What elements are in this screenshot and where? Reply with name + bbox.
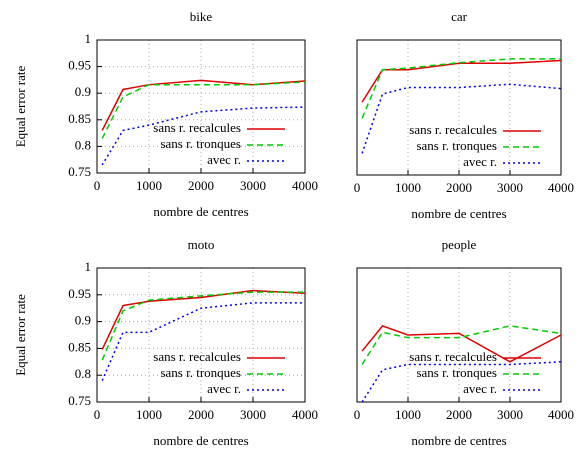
series-line — [101, 289, 306, 350]
x-tick-label: 0 — [354, 407, 361, 422]
y-tick-label: 0.95 — [68, 286, 91, 301]
legend-label: sans r. tronques — [160, 365, 241, 380]
legend-label: sans r. recalcules — [409, 349, 497, 364]
series-line — [101, 106, 306, 166]
series-line — [101, 79, 306, 131]
y-tick-label: 0.9 — [75, 84, 91, 99]
x-tick-label: 4000 — [548, 180, 574, 195]
series-line — [101, 302, 305, 381]
legend-label: avec r. — [463, 381, 497, 396]
plot-frame — [96, 39, 306, 174]
series-line — [101, 291, 305, 361]
x-tick-label: 3000 — [240, 178, 266, 193]
x-tick-label: 1000 — [136, 178, 162, 193]
legend-label: sans r. recalcules — [153, 120, 241, 135]
x-tick-label: 3000 — [497, 407, 523, 422]
series-line — [361, 361, 562, 403]
y-tick-label: 0.8 — [75, 366, 91, 381]
plot-frame — [356, 39, 562, 176]
x-tick-label: 1000 — [395, 407, 421, 422]
plot-frame — [96, 267, 306, 403]
x-tick-label: 2000 — [446, 407, 472, 422]
y-tick-label: 0.75 — [68, 393, 91, 408]
y-tick-label: 0.85 — [68, 111, 91, 126]
x-tick-label: 4000 — [548, 407, 574, 422]
x-axis-label: nombre de centres — [153, 433, 248, 448]
x-tick-label: 3000 — [240, 407, 266, 422]
x-tick-label: 4000 — [292, 178, 318, 193]
y-tick-label: 0.9 — [75, 313, 91, 328]
y-tick-label: 0.95 — [68, 58, 91, 73]
legend-label: sans r. recalcules — [153, 349, 241, 364]
legend-label: avec r. — [207, 381, 241, 396]
x-tick-label: 0 — [354, 180, 361, 195]
legend-label: avec r. — [207, 152, 241, 167]
subplot-title: bike — [190, 9, 213, 24]
y-axis-label: Equal error rate — [13, 294, 28, 376]
subplot-title: moto — [188, 237, 215, 252]
legend-label: avec r. — [463, 154, 497, 169]
y-tick-label: 0.8 — [75, 137, 91, 152]
legend-label: sans r. tronques — [416, 365, 497, 380]
x-tick-label: 3000 — [497, 180, 523, 195]
legend-label: sans r. tronques — [160, 136, 241, 151]
y-tick-label: 1 — [85, 31, 92, 46]
y-tick-label: 0.85 — [68, 339, 91, 354]
series-line — [101, 81, 306, 139]
series-line — [361, 59, 562, 103]
series-line — [361, 325, 562, 365]
x-tick-label: 4000 — [292, 407, 318, 422]
y-tick-label: 0.75 — [68, 164, 91, 179]
x-tick-label: 2000 — [188, 407, 214, 422]
subplot-title: people — [442, 237, 477, 252]
x-axis-label: nombre de centres — [411, 433, 506, 448]
x-tick-label: 1000 — [395, 180, 421, 195]
x-axis-label: nombre de centres — [411, 206, 506, 221]
subplot-title: car — [451, 9, 468, 24]
y-tick-label: 1 — [85, 259, 92, 274]
legend-label: sans r. recalcules — [409, 122, 497, 137]
subplot: people nombre de centres 0 1000 2000 3000 4000… — [354, 237, 574, 448]
series-line — [361, 58, 561, 119]
x-tick-label: 0 — [94, 178, 101, 193]
x-axis-label: nombre de centres — [153, 204, 248, 219]
legend-label: sans r. tronques — [416, 138, 497, 153]
x-tick-label: 2000 — [446, 180, 472, 195]
subplot: car nombre de centres 0 1000 2000 3000 4000 san… — [354, 9, 574, 221]
x-tick-label: 0 — [94, 407, 101, 422]
y-axis-label: Equal error rate — [13, 65, 28, 147]
x-tick-label: 1000 — [136, 407, 162, 422]
x-tick-label: 2000 — [188, 178, 214, 193]
